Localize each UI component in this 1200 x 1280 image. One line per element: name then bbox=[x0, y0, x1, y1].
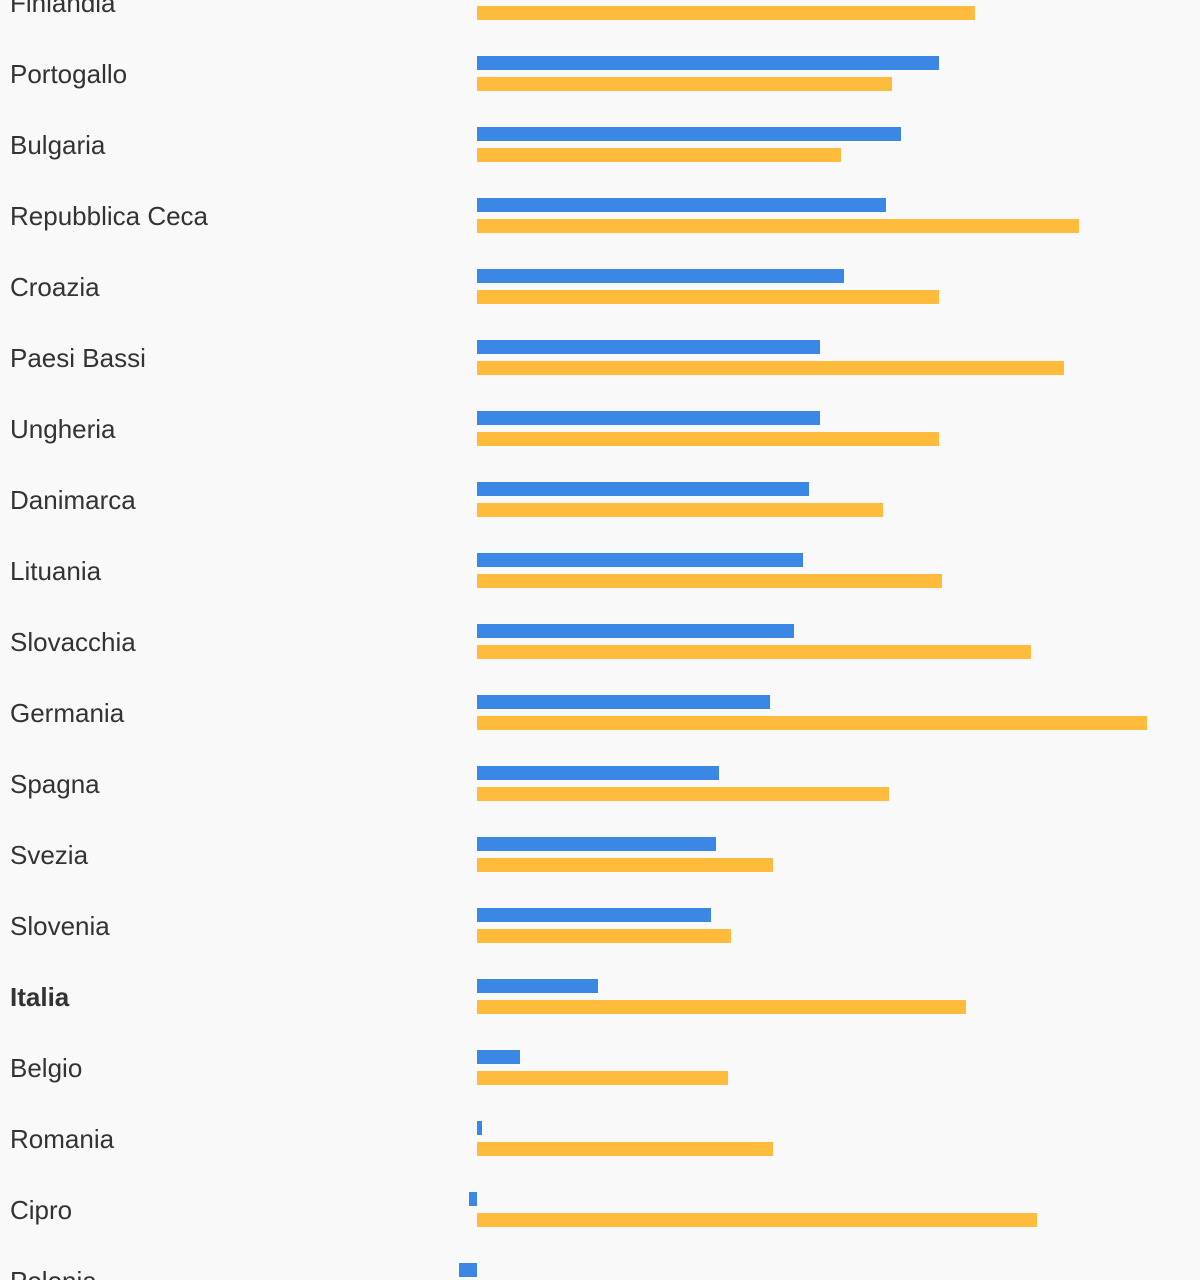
bar bbox=[477, 432, 939, 446]
bar bbox=[477, 290, 939, 304]
category-label: Paesi Bassi bbox=[10, 343, 146, 373]
bar bbox=[477, 269, 844, 283]
bar bbox=[477, 1071, 728, 1085]
bar bbox=[477, 787, 889, 801]
bar bbox=[477, 198, 886, 212]
category-label: Polonia bbox=[10, 1266, 97, 1280]
bar bbox=[477, 340, 820, 354]
bar bbox=[477, 1142, 773, 1156]
bar bbox=[477, 361, 1064, 375]
bar bbox=[477, 553, 803, 567]
bar bbox=[477, 1000, 966, 1014]
bar bbox=[477, 503, 883, 517]
bar bbox=[477, 1213, 1037, 1227]
bar bbox=[477, 1121, 482, 1135]
category-label: Romania bbox=[10, 1124, 115, 1154]
bar bbox=[477, 127, 901, 141]
bar bbox=[477, 6, 975, 20]
bar bbox=[477, 858, 773, 872]
category-label: Lituania bbox=[10, 556, 102, 586]
category-label: Cipro bbox=[10, 1195, 72, 1225]
bar bbox=[477, 645, 1031, 659]
category-label: Spagna bbox=[10, 769, 100, 799]
bar bbox=[477, 411, 820, 425]
category-label: Slovenia bbox=[10, 911, 110, 941]
bar bbox=[477, 695, 770, 709]
bar bbox=[477, 482, 809, 496]
bar bbox=[477, 77, 892, 91]
bar bbox=[477, 574, 942, 588]
category-label: Slovacchia bbox=[10, 627, 136, 657]
category-label: Finlandia bbox=[10, 0, 116, 18]
category-label: Portogallo bbox=[10, 59, 127, 89]
bar bbox=[477, 716, 1147, 730]
category-label: Bulgaria bbox=[10, 130, 106, 160]
bar bbox=[477, 624, 794, 638]
bar bbox=[477, 148, 841, 162]
category-label: Ungheria bbox=[10, 414, 116, 444]
bar bbox=[459, 1263, 477, 1277]
bar bbox=[477, 219, 1079, 233]
bar bbox=[477, 1050, 520, 1064]
category-label: Germania bbox=[10, 698, 125, 728]
bar bbox=[477, 979, 598, 993]
bar bbox=[477, 908, 711, 922]
bar bbox=[469, 1192, 477, 1206]
category-label: Svezia bbox=[10, 840, 89, 870]
bar bbox=[477, 929, 731, 943]
bar bbox=[477, 56, 939, 70]
category-label: Belgio bbox=[10, 1053, 82, 1083]
category-label: Italia bbox=[10, 982, 70, 1012]
category-label: Danimarca bbox=[10, 485, 136, 515]
category-label: Repubblica Ceca bbox=[10, 201, 209, 231]
bar bbox=[477, 837, 716, 851]
category-label: Croazia bbox=[10, 272, 100, 302]
bar bbox=[477, 766, 719, 780]
